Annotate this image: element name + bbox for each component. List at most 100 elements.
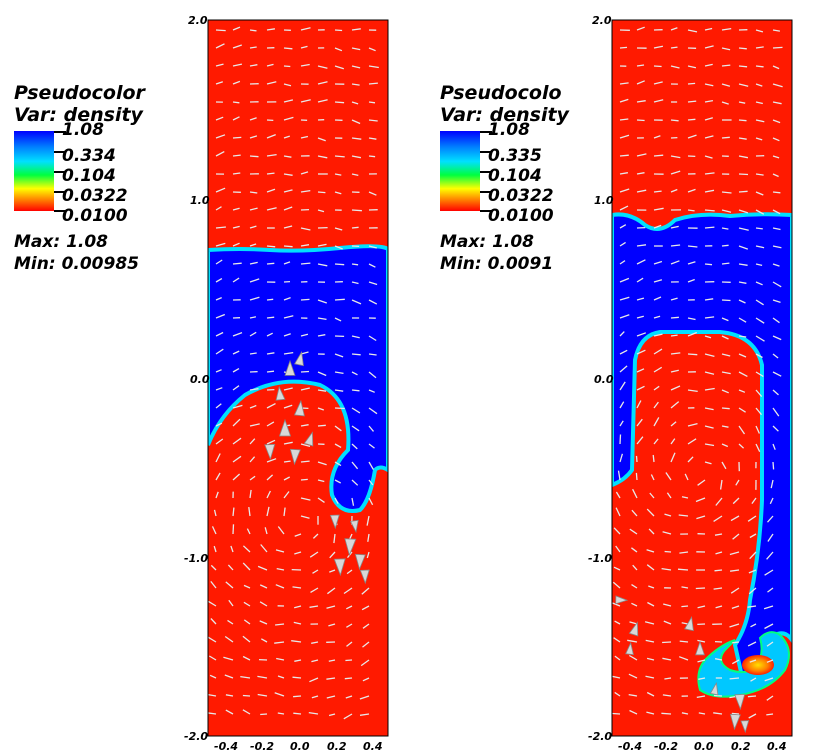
velocity-vector [228, 599, 234, 607]
velocity-vector [652, 454, 655, 463]
velocity-vector [260, 638, 268, 643]
velocity-vector [249, 475, 256, 481]
velocity-vector [276, 567, 285, 571]
right-legend-tick-2 [480, 171, 492, 173]
velocity-vector [275, 549, 285, 553]
velocity-vector [368, 119, 378, 122]
velocity-vector [215, 226, 226, 229]
velocity-vector [663, 620, 672, 625]
velocity-vector [738, 263, 748, 266]
velocity-vector [664, 550, 672, 553]
velocity-vector [351, 335, 360, 339]
velocity-vector [317, 299, 328, 304]
velocity-vector [731, 712, 740, 715]
velocity-vector [360, 659, 370, 667]
velocity-vector [755, 137, 763, 141]
velocity-vector [653, 385, 660, 391]
velocity-vector [678, 514, 689, 517]
velocity-vector [619, 172, 629, 175]
velocity-vector [292, 586, 302, 589]
velocity-vector [636, 349, 646, 355]
velocity-vector [249, 225, 257, 229]
velocity-vector [664, 513, 672, 517]
velocity-vector [653, 279, 663, 283]
velocity-vector [704, 371, 715, 375]
velocity-vector [368, 407, 378, 415]
velocity-vector [329, 551, 336, 559]
velocity-vector [679, 640, 689, 643]
velocity-vector [242, 694, 251, 697]
velocity-vector [266, 403, 276, 409]
velocity-vector [636, 244, 647, 247]
velocity-vector [334, 461, 342, 467]
velocity-vector [293, 695, 302, 698]
velocity-vector [721, 83, 731, 87]
velocity-vector [772, 335, 782, 341]
velocity-vector [232, 225, 240, 229]
velocity-vector [232, 80, 241, 85]
velocity-vector [772, 371, 782, 377]
velocity-vector [215, 387, 223, 391]
left-legend-colorbar [14, 131, 54, 211]
velocity-vector [738, 317, 747, 323]
velocity-vector [738, 101, 746, 104]
velocity-vector [731, 659, 740, 665]
velocity-vector [653, 99, 664, 103]
velocity-vector [276, 657, 285, 661]
right-x-tick-m04: -0.4 [618, 740, 642, 753]
velocity-vector [687, 65, 697, 69]
velocity-vector [766, 659, 774, 663]
velocity-vector [721, 27, 732, 31]
velocity-vector [334, 227, 343, 231]
velocity-vector [345, 695, 353, 699]
velocity-vector [636, 64, 645, 67]
velocity-vector [317, 243, 327, 247]
velocity-vector [619, 154, 629, 157]
velocity-vector [619, 434, 622, 445]
velocity-vector [215, 369, 222, 373]
velocity-vector [293, 712, 302, 715]
velocity-vector [713, 712, 723, 715]
velocity-vector [359, 713, 370, 716]
velocity-vector [300, 262, 311, 265]
velocity-vector [613, 566, 621, 571]
velocity-vector [368, 47, 376, 52]
velocity-vector [670, 46, 678, 49]
velocity-vector [317, 209, 325, 213]
velocity-vector [300, 387, 310, 391]
velocity-vector [361, 605, 370, 611]
velocity-vector [719, 479, 723, 490]
velocity-vector [266, 439, 276, 445]
right-large-velocity-arrows [615, 595, 750, 734]
right-legend-tick-0 [480, 131, 492, 133]
velocity-vector [215, 403, 222, 409]
velocity-vector [738, 371, 748, 377]
velocity-vector [334, 298, 345, 301]
velocity-arrow-head [208, 479, 209, 480]
velocity-vector [619, 260, 626, 265]
velocity-vector [283, 83, 292, 87]
velocity-vector [738, 173, 749, 176]
velocity-vector [721, 353, 731, 357]
velocity-vector [721, 461, 727, 470]
velocity-vector [300, 478, 308, 481]
velocity-vector [619, 277, 630, 283]
right-y-axis: 2.0 1.0 0.0 -1.0 -2.0 [588, 14, 614, 743]
velocity-vector [619, 420, 624, 427]
velocity-vector [359, 695, 370, 700]
velocity-vector [334, 497, 339, 504]
velocity-vector [755, 191, 764, 196]
velocity-vector [283, 491, 290, 499]
velocity-vector [266, 245, 276, 248]
velocity-vector [653, 296, 662, 301]
velocity-vector [670, 65, 680, 69]
velocity-vector [300, 351, 309, 355]
velocity-vector [684, 473, 689, 481]
velocity-vector [647, 601, 655, 607]
velocity-vector [766, 551, 774, 560]
velocity-vector [266, 172, 275, 175]
velocity-vector [368, 101, 376, 104]
velocity-vector [283, 65, 291, 68]
velocity-vector [612, 602, 621, 607]
velocity-vector [764, 623, 774, 630]
